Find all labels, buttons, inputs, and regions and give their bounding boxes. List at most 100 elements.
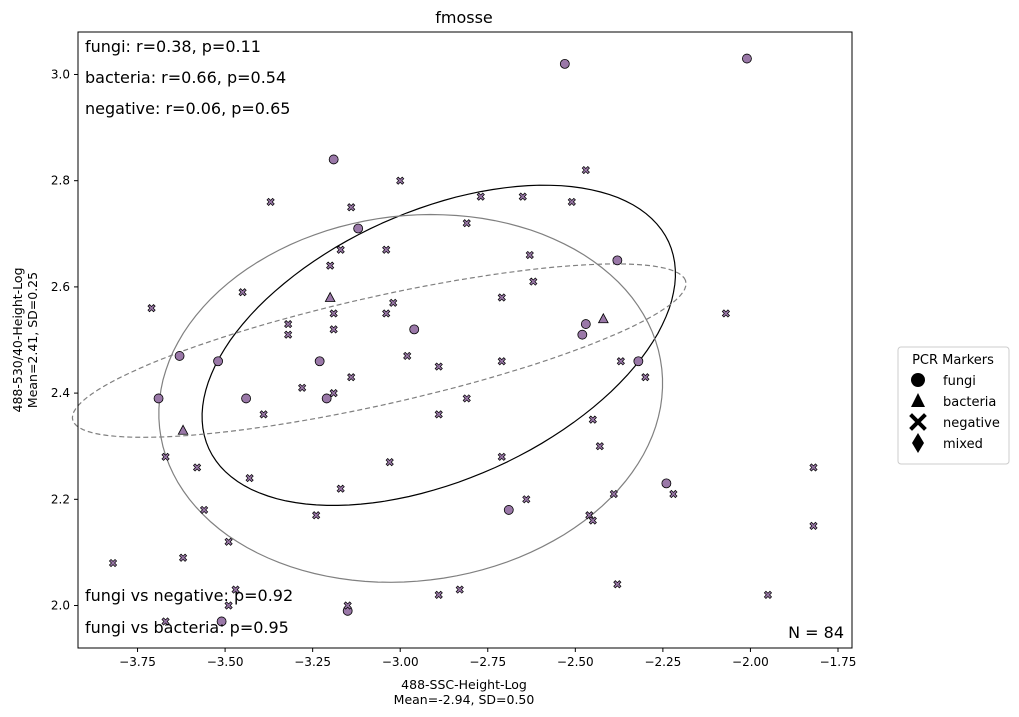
x-axis: −3.75 −3.50 −3.25 −3.00 −2.75 −2.50 −2.25 −2.00… <box>119 648 856 669</box>
point-negative <box>385 458 394 467</box>
annotation-fungi-vs-bacteria: fungi vs bacteria: p=0.95 <box>85 618 289 637</box>
point-negative <box>245 473 254 483</box>
point-negative <box>312 511 321 520</box>
point-negative <box>161 452 170 461</box>
x-tick-label: −2.50 <box>557 655 594 669</box>
point-negative <box>567 197 576 207</box>
legend-mixed-marker-icon <box>912 433 924 453</box>
point-negative <box>178 553 188 562</box>
point-negative <box>497 293 506 302</box>
point-negative <box>721 309 731 318</box>
legend-bacteria-label: bacteria <box>943 395 996 410</box>
point-negative <box>525 250 534 260</box>
point-negative <box>224 537 233 546</box>
point-fungi <box>503 505 514 515</box>
legend-frame <box>897 346 1010 465</box>
point-negative <box>497 452 506 461</box>
point-fungi <box>409 324 420 335</box>
legend-title: PCR Markers <box>912 353 994 368</box>
legend-bacteria-marker-icon <box>911 393 925 407</box>
point-fungi <box>580 319 591 329</box>
point-negative <box>455 585 464 594</box>
legend-negative-marker-icon <box>909 413 927 431</box>
point-negative <box>809 521 818 530</box>
point-negative <box>336 484 345 493</box>
chart-title: fmosse <box>435 8 493 27</box>
point-fungi <box>153 393 164 404</box>
legend-mixed-label: mixed <box>943 437 983 452</box>
point-negative <box>343 601 352 610</box>
point-fungi <box>559 58 570 69</box>
point-bacteria <box>177 424 189 435</box>
point-negative <box>613 580 622 589</box>
point-negative <box>284 330 293 339</box>
point-negative <box>382 309 391 318</box>
point-negative <box>609 489 618 499</box>
point-fungi <box>321 393 332 404</box>
y-tick-label: 3.0 <box>51 67 70 81</box>
point-negative <box>462 219 471 228</box>
point-negative <box>588 415 597 424</box>
point-negative <box>108 558 118 568</box>
x-tick-label: −2.25 <box>644 655 681 669</box>
sample-count-label: N = 84 <box>788 623 844 642</box>
point-negative <box>347 203 356 212</box>
point-negative <box>403 351 412 361</box>
y-axis: 2.0 2.2 2.4 2.6 2.8 3.0 <box>51 67 78 613</box>
point-negative <box>224 601 233 610</box>
x-tick-label: −3.75 <box>119 655 156 669</box>
point-negative <box>147 304 156 313</box>
point-negative <box>462 394 471 403</box>
point-bacteria <box>324 291 336 302</box>
y-tick-label: 2.2 <box>51 492 70 506</box>
point-negative <box>382 245 391 254</box>
point-negative <box>588 516 597 525</box>
y-tick-label: 2.8 <box>51 174 70 188</box>
point-negative <box>231 585 240 594</box>
point-negative <box>192 463 202 472</box>
confidence-ellipses <box>71 184 687 583</box>
x-tick-label: −3.25 <box>294 655 331 669</box>
x-tick-label: −3.50 <box>207 655 244 669</box>
point-negative <box>284 319 293 329</box>
data-points <box>108 53 818 627</box>
point-fungi <box>174 351 185 361</box>
y-tick-label: 2.4 <box>51 386 70 400</box>
point-negative <box>347 373 356 382</box>
point-negative <box>595 442 604 451</box>
legend-fungi-marker-icon <box>911 373 925 387</box>
y-axis-sublabel: Mean=2.41, SD=0.25 <box>25 272 40 408</box>
point-negative <box>581 165 590 175</box>
plot-area-frame <box>77 31 853 649</box>
point-negative <box>199 505 209 515</box>
point-negative <box>518 192 527 201</box>
ellipse-negative <box>158 213 664 583</box>
point-negative <box>161 617 170 626</box>
annotation-fungi-vs-negative: fungi vs negative: p=0.92 <box>85 586 293 605</box>
x-axis-sublabel: Mean=-2.94, SD=0.50 <box>394 692 535 707</box>
point-negative <box>476 192 485 201</box>
point-negative <box>641 373 650 382</box>
point-fungi <box>742 53 752 64</box>
point-negative <box>522 495 531 504</box>
point-fungi <box>661 478 672 489</box>
point-fungi <box>353 223 364 234</box>
point-fungi <box>328 154 339 165</box>
point-negative <box>298 383 307 392</box>
legend-negative-label: negative <box>943 416 1000 431</box>
x-axis-label: 488-SSC-Height-Log <box>401 677 527 692</box>
point-fungi <box>241 393 252 404</box>
annotation-bacteria-correlation: bacteria: r=0.66, p=0.54 <box>85 68 286 87</box>
point-fungi <box>612 255 623 266</box>
point-negative <box>396 176 405 185</box>
legend-fungi-label: fungi <box>943 374 976 389</box>
point-bacteria <box>597 312 609 324</box>
point-negative <box>259 410 268 419</box>
point-negative <box>434 362 443 371</box>
x-tick-label: −3.00 <box>382 655 419 669</box>
point-negative <box>329 389 338 398</box>
point-negative <box>809 463 818 472</box>
annotation-fungi-correlation: fungi: r=0.38, p=0.11 <box>85 37 261 56</box>
x-tick-label: −2.75 <box>469 655 506 669</box>
